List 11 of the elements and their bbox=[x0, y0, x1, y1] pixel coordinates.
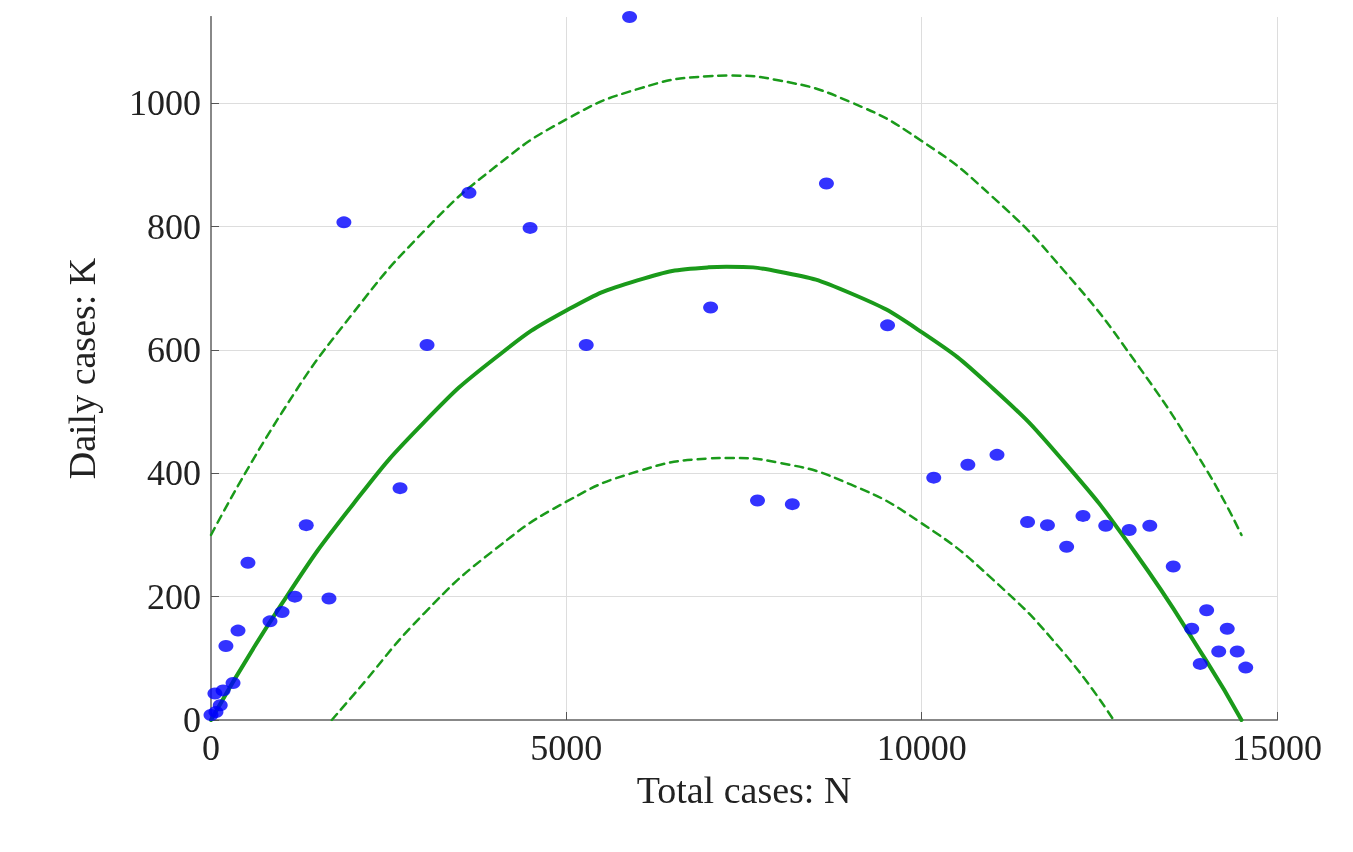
y-tick-label: 600 bbox=[147, 330, 201, 370]
y-axis-title: Daily cases: K bbox=[61, 257, 103, 480]
y-tick-label: 200 bbox=[147, 576, 201, 617]
x-tick-label: 10000 bbox=[876, 728, 967, 768]
y-tick-label: 1000 bbox=[129, 83, 201, 124]
x-tick-label: 15000 bbox=[1232, 728, 1322, 768]
x-tick-label: 5000 bbox=[530, 728, 603, 768]
y-tick-label: 0 bbox=[183, 700, 201, 740]
y-tick-label: 800 bbox=[147, 206, 201, 247]
y-tick-label: 400 bbox=[147, 453, 201, 494]
x-axis-title: Total cases: N bbox=[636, 768, 852, 811]
